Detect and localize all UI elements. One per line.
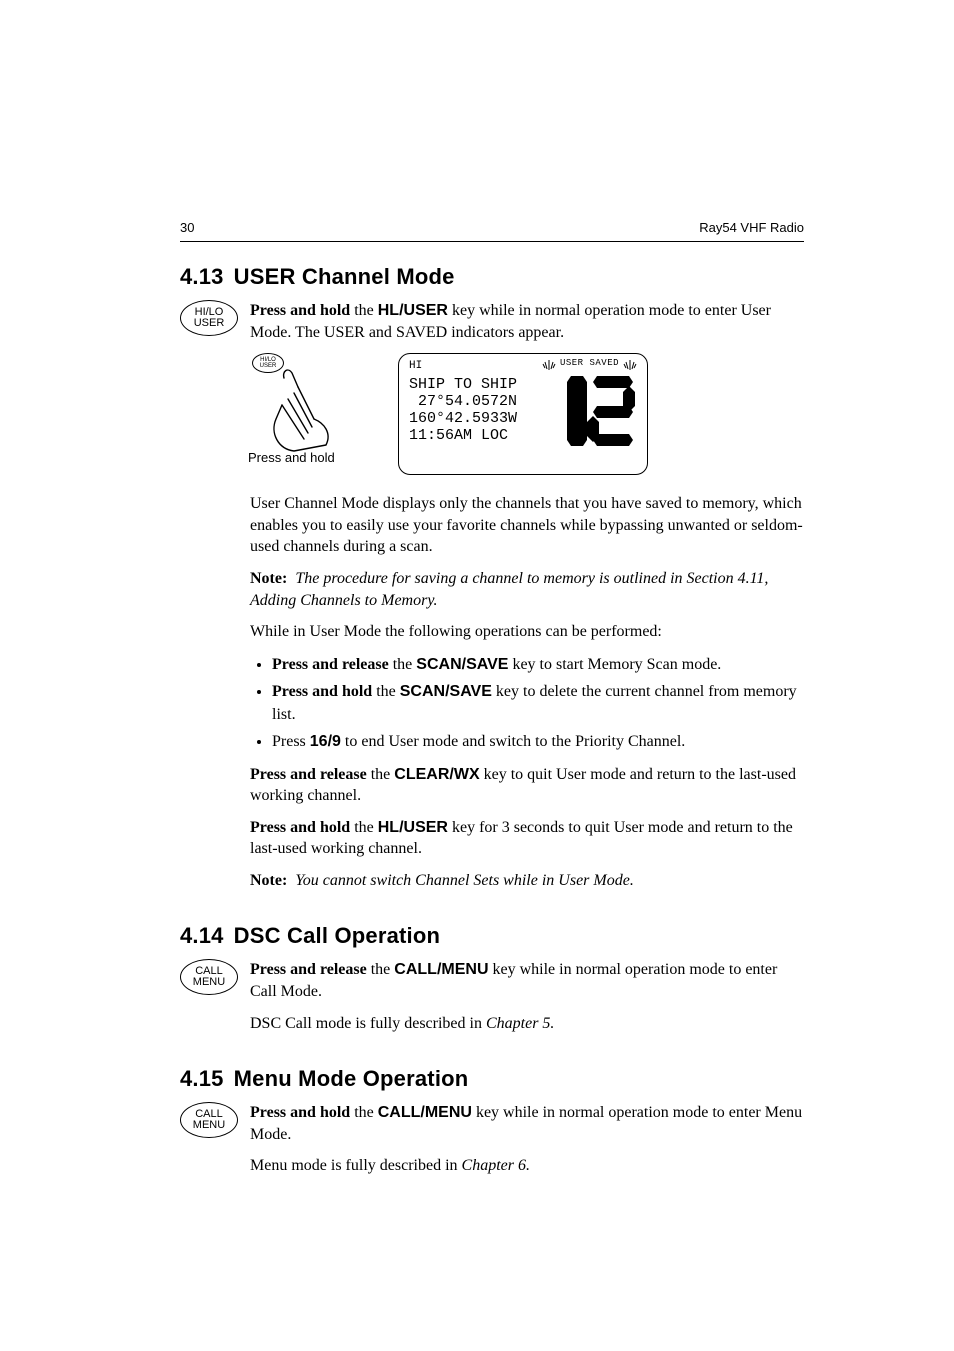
para: Press and release the CLEAR/WX key to qu… — [250, 764, 804, 807]
section-4-14-text: Press and release the CALL/MENU key whil… — [250, 959, 804, 1044]
section-4-15-body: CALL MENU Press and hold the CALL/MENU k… — [180, 1102, 804, 1187]
keycap-scan-save: SCAN/SAVE — [400, 683, 492, 700]
list-item: Press and hold the SCAN/SAVE key to dele… — [272, 680, 804, 726]
margin-icon-hilo-user: HI/LO USER — [180, 300, 250, 336]
para: Menu mode is fully described in Chapter … — [250, 1155, 804, 1177]
phrase: Press — [272, 733, 310, 750]
hand-icon — [254, 363, 364, 453]
antenna-ray-icon — [542, 356, 556, 370]
phrase-bold: Press and hold — [250, 302, 350, 319]
section-number: 4.15 — [180, 1066, 224, 1091]
chapter-ref: Chapter 5. — [486, 1015, 554, 1032]
para: Press and hold the HL/USER key while in … — [250, 300, 804, 343]
phrase: the — [350, 819, 378, 836]
keycap-hl-user: HL/USER — [378, 302, 448, 319]
keycap-scan-save: SCAN/SAVE — [416, 656, 508, 673]
phrase: Menu mode is fully described in — [250, 1157, 462, 1174]
lcd-hi-indicator: HI — [409, 360, 422, 372]
phrase: the — [350, 302, 378, 319]
indicator-user: USER — [324, 324, 365, 341]
phrase: the — [389, 656, 417, 673]
para: Press and hold the HL/USER key for 3 sec… — [250, 817, 804, 860]
lcd-display: HI USER SAVED SHIP TO SHIP 27°54.0572N 1… — [398, 353, 648, 475]
phrase: to end User mode and switch to the Prior… — [341, 733, 685, 750]
phrase: key to start Memory Scan mode. — [508, 656, 721, 673]
page-number: 30 — [180, 220, 194, 235]
indicator-saved: SAVED — [396, 324, 447, 341]
illustration-row: HI/LO USER Press and hold — [250, 353, 804, 475]
lcd-text-lines: SHIP TO SHIP 27°54.0572N 160°42.5933W 11… — [409, 376, 517, 444]
lcd-line: SHIP TO SHIP — [409, 376, 517, 393]
key-label-bottom: MENU — [193, 1120, 225, 1131]
margin-icon-call-menu: CALL MENU — [180, 1102, 250, 1138]
list-item: Press and release the SCAN/SAVE key to s… — [272, 653, 804, 676]
page: 30 Ray54 VHF Radio 4.13 USER Channel Mode… — [0, 0, 954, 1247]
section-title-text: DSC Call Operation — [234, 923, 441, 948]
section-4-13-body: HI/LO USER Press and hold the HL/USER ke… — [180, 300, 804, 901]
phrase-bold: Press and release — [272, 656, 389, 673]
note-label: Note: — [250, 872, 287, 889]
section-title-text: USER Channel Mode — [234, 264, 455, 289]
phrase: and — [365, 324, 396, 341]
phrase-bold: Press and release — [250, 961, 367, 978]
section-heading-4-15: 4.15 Menu Mode Operation — [180, 1066, 804, 1092]
section-title-text: Menu Mode Operation — [234, 1066, 469, 1091]
call-menu-key-icon: CALL MENU — [180, 1102, 238, 1138]
phrase-bold: Press and hold — [250, 1104, 350, 1121]
phrase: the — [350, 1104, 378, 1121]
hand-press-illustration: HI/LO USER Press and hold — [250, 353, 370, 463]
note: Note: You cannot switch Channel Sets whi… — [250, 870, 804, 892]
phrase: the — [372, 683, 400, 700]
phrase-bold: Press and hold — [250, 819, 350, 836]
hilo-user-key-icon: HI/LO USER — [180, 300, 238, 336]
section-4-13-text: Press and hold the HL/USER key while in … — [250, 300, 804, 901]
list-item: Press 16/9 to end User mode and switch t… — [272, 730, 804, 753]
phrase: DSC Call mode is fully described in — [250, 1015, 486, 1032]
note-text: The procedure for saving a channel to me… — [250, 570, 768, 609]
keycap-clear-wx: CLEAR/WX — [394, 766, 479, 783]
keycap-call-menu: CALL/MENU — [378, 1104, 472, 1121]
note: Note: The procedure for saving a channel… — [250, 568, 804, 611]
chapter-ref: Chapter 6. — [462, 1157, 530, 1174]
phrase-bold: Press and release — [250, 766, 367, 783]
phrase: the — [367, 961, 395, 978]
lcd-user-saved: USER SAVED — [560, 358, 619, 368]
lcd-line: 11:56AM LOC — [409, 427, 508, 444]
para: User Channel Mode displays only the chan… — [250, 493, 804, 558]
section-heading-4-13: 4.13 USER Channel Mode — [180, 264, 804, 290]
margin-icon-call-menu: CALL MENU — [180, 959, 250, 995]
keycap-16-9: 16/9 — [310, 733, 341, 750]
bullet-list: Press and release the SCAN/SAVE key to s… — [250, 653, 804, 754]
key-label-bottom: USER — [194, 318, 225, 329]
phrase-bold: Press and hold — [272, 683, 372, 700]
note-text: You cannot switch Channel Sets while in … — [295, 872, 634, 889]
running-head: 30 Ray54 VHF Radio — [180, 220, 804, 235]
hand-caption: Press and hold — [248, 450, 335, 465]
para: Press and hold the CALL/MENU key while i… — [250, 1102, 804, 1145]
note-label: Note: — [250, 570, 287, 587]
section-4-15-text: Press and hold the CALL/MENU key while i… — [250, 1102, 804, 1187]
key-label-bottom: MENU — [193, 977, 225, 988]
section-heading-4-14: 4.14 DSC Call Operation — [180, 923, 804, 949]
lcd-channel-number-12 — [557, 372, 637, 450]
antenna-ray-icon — [623, 356, 637, 370]
book-title: Ray54 VHF Radio — [699, 220, 804, 235]
lcd-line: 160°42.5933W — [409, 410, 517, 427]
section-number: 4.14 — [180, 923, 224, 948]
call-menu-key-icon: CALL MENU — [180, 959, 238, 995]
phrase: the — [367, 766, 395, 783]
header-rule — [180, 241, 804, 242]
lcd-line: 27°54.0572N — [409, 393, 517, 410]
phrase: indicators appear. — [447, 324, 564, 341]
keycap-hl-user: HL/USER — [378, 819, 448, 836]
para: DSC Call mode is fully described in Chap… — [250, 1013, 804, 1035]
section-number: 4.13 — [180, 264, 224, 289]
keycap-call-menu: CALL/MENU — [394, 961, 488, 978]
para: While in User Mode the following operati… — [250, 621, 804, 643]
para: Press and release the CALL/MENU key whil… — [250, 959, 804, 1002]
lcd-top-indicators: USER SAVED — [542, 356, 637, 370]
section-4-14-body: CALL MENU Press and release the CALL/MEN… — [180, 959, 804, 1044]
